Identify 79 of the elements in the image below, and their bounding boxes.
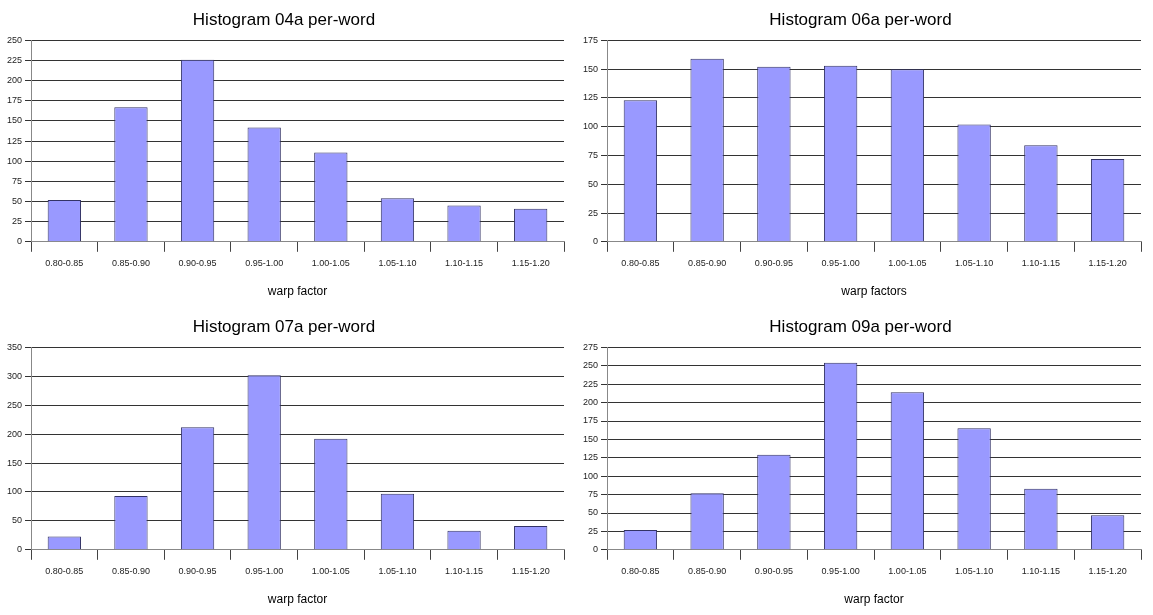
x-tick-label: 1.00-1.05 xyxy=(311,257,350,268)
x-tick-label: 1.05-1.10 xyxy=(378,565,417,576)
y-tick-label: 0 xyxy=(17,544,23,555)
y-tick-label: 75 xyxy=(588,489,599,500)
x-tick-label: 1.10-1.15 xyxy=(445,565,484,576)
y-tick-label: 100 xyxy=(582,470,599,481)
x-axis-title: warp factor xyxy=(843,592,904,607)
x-tick-label: 0.90-0.95 xyxy=(754,257,793,268)
x-tick-label: 0.85-0.90 xyxy=(688,257,727,268)
y-tick-label: 100 xyxy=(6,486,23,497)
y-tick-label: 350 xyxy=(6,341,23,352)
y-tick-label: 225 xyxy=(6,55,23,66)
y-tick-label: 150 xyxy=(582,433,599,444)
y-tick-label: 0 xyxy=(593,544,599,555)
x-axis-title: warp factors xyxy=(840,284,907,299)
y-tick-label: 50 xyxy=(12,196,23,206)
y-tick-label: 200 xyxy=(582,397,599,408)
y-tick-label: 225 xyxy=(582,378,599,389)
x-tick-label: 1.15-1.20 xyxy=(511,257,550,268)
x-tick-label: 0.95-1.00 xyxy=(245,257,284,268)
x-tick-label: 0.95-1.00 xyxy=(821,565,860,576)
y-tick-label: 100 xyxy=(6,155,23,166)
y-tick-label: 150 xyxy=(582,63,599,74)
x-tick-label: 1.15-1.20 xyxy=(511,565,550,576)
x-axis-title: warp factor xyxy=(266,592,328,607)
x-tick-label: 1.15-1.20 xyxy=(1088,257,1127,268)
y-tick-label: 25 xyxy=(12,216,23,227)
y-tick-label: 300 xyxy=(6,370,23,381)
y-tick-label: 25 xyxy=(588,207,599,218)
x-tick-label: 0.85-0.90 xyxy=(111,565,150,576)
y-tick-label: 125 xyxy=(582,92,599,103)
y-tick-label: 250 xyxy=(6,34,23,45)
x-tick-label: 0.90-0.95 xyxy=(178,565,217,576)
x-tick-label: 0.85-0.90 xyxy=(111,257,150,268)
y-tick-label: 275 xyxy=(582,341,599,352)
x-tick-label: 0.80-0.85 xyxy=(45,565,84,576)
x-tick-label: 1.05-1.10 xyxy=(378,257,417,268)
x-tick-label: 1.05-1.10 xyxy=(955,565,994,576)
chart-title: Histogram 07a per-word xyxy=(192,316,376,336)
y-tick-label: 250 xyxy=(582,360,599,371)
y-tick-label: 200 xyxy=(6,428,23,439)
x-tick-label: 0.85-0.90 xyxy=(688,565,727,576)
y-tick-label: 50 xyxy=(588,178,599,189)
y-tick-label: 0 xyxy=(593,236,599,247)
y-tick-label: 200 xyxy=(6,75,23,86)
x-tick-label: 1.05-1.10 xyxy=(955,257,994,268)
y-tick-label: 75 xyxy=(12,175,23,186)
y-tick-label: 50 xyxy=(588,507,599,518)
x-tick-label: 1.00-1.05 xyxy=(888,565,927,576)
y-tick-label: 175 xyxy=(582,415,599,426)
y-tick-label: 125 xyxy=(6,135,23,146)
x-tick-label: 1.10-1.15 xyxy=(1021,257,1060,268)
x-tick-label: 0.80-0.85 xyxy=(45,257,84,268)
y-tick-label: 150 xyxy=(6,115,23,126)
x-tick-label: 1.15-1.20 xyxy=(1088,565,1127,576)
chart-title: Histogram 06a per-word xyxy=(769,9,952,29)
y-tick-label: 25 xyxy=(588,525,599,536)
y-tick-label: 50 xyxy=(12,515,23,526)
x-tick-label: 0.95-1.00 xyxy=(245,565,284,576)
y-tick-label: 125 xyxy=(582,452,599,463)
y-tick-label: 175 xyxy=(582,34,599,45)
y-tick-label: 175 xyxy=(6,95,23,106)
x-tick-label: 1.10-1.15 xyxy=(445,257,484,268)
chart-title: Histogram 09a per-word xyxy=(769,316,952,336)
x-tick-label: 1.00-1.05 xyxy=(311,565,350,576)
x-tick-label: 0.80-0.85 xyxy=(621,565,660,576)
y-tick-label: 150 xyxy=(6,457,23,468)
x-tick-label: 0.80-0.85 xyxy=(621,257,660,268)
x-tick-label: 0.90-0.95 xyxy=(178,257,217,268)
x-tick-label: 0.95-1.00 xyxy=(821,257,860,268)
x-tick-label: 0.90-0.95 xyxy=(754,565,793,576)
y-tick-label: 250 xyxy=(6,399,23,410)
x-tick-label: 1.10-1.15 xyxy=(1021,565,1060,576)
x-tick-label: 1.00-1.05 xyxy=(888,257,927,268)
chart-title: Histogram 04a per-word xyxy=(192,9,376,29)
y-tick-label: 100 xyxy=(582,121,599,132)
y-tick-label: 75 xyxy=(588,149,599,160)
x-axis-title: warp factor xyxy=(266,284,328,299)
y-tick-label: 0 xyxy=(17,236,23,247)
